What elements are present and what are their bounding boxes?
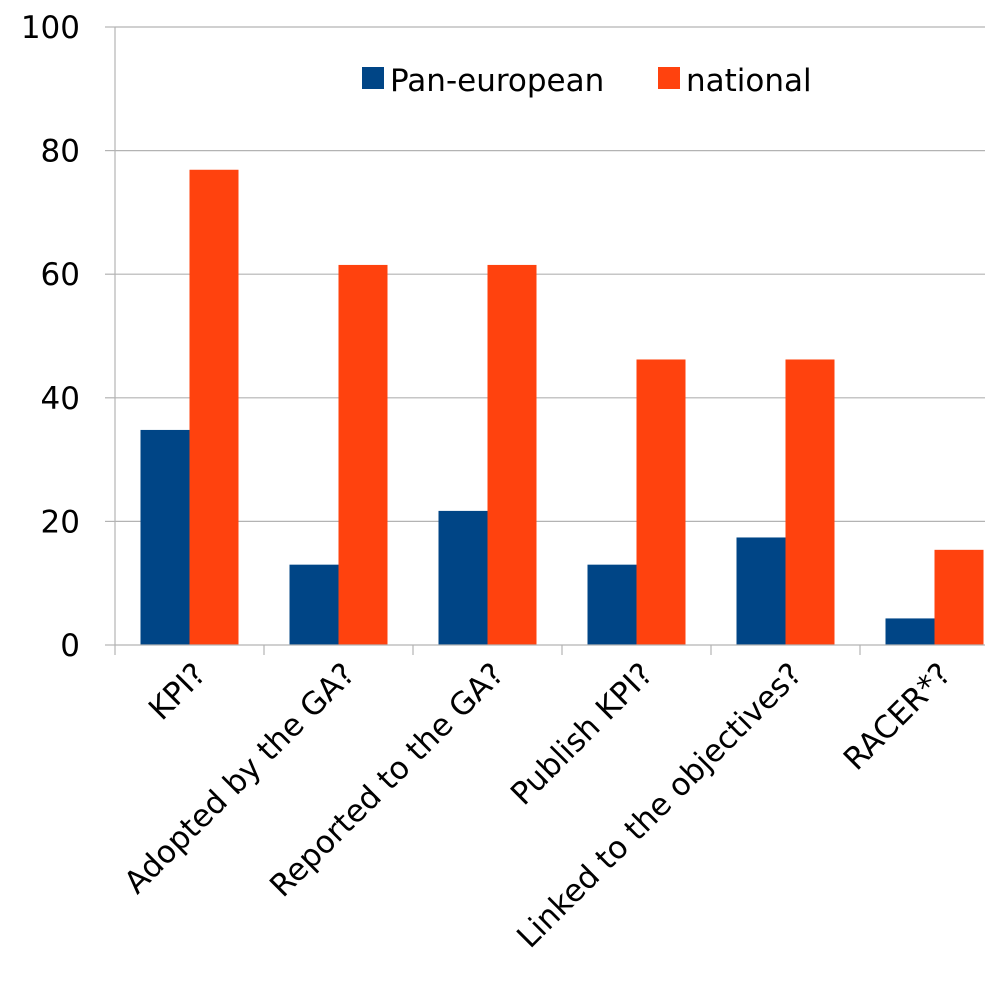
legend-swatch-pan-european — [362, 67, 384, 89]
y-tick-label: 40 — [41, 381, 80, 417]
y-tick-label: 0 — [60, 628, 80, 664]
y-tick-label: 20 — [41, 504, 80, 540]
bar-pan-european — [438, 510, 488, 645]
bar-pan-european — [736, 537, 786, 645]
bar-national — [785, 359, 835, 645]
bar-national — [487, 264, 537, 645]
bar-national — [338, 264, 388, 645]
legend-label-national: national — [686, 63, 812, 99]
bar-pan-european — [587, 564, 637, 645]
x-tick-label: RACER*? — [837, 656, 958, 777]
bar-pan-european — [289, 564, 339, 645]
x-tick-label: KPI? — [142, 656, 213, 727]
bars — [140, 169, 984, 645]
bar-national — [934, 549, 984, 645]
legend-swatch-national — [658, 67, 680, 89]
legend: Pan-european national — [362, 63, 812, 99]
legend-label-pan-european: Pan-european — [390, 63, 604, 99]
x-tick-label: Publish KPI? — [504, 656, 660, 812]
y-tick-labels: 0 20 40 60 80 100 — [21, 10, 80, 664]
bar-national — [189, 169, 239, 645]
x-tick-label: Linked to the objectives? — [510, 656, 809, 955]
bar-national — [636, 359, 686, 645]
x-tick-labels: KPI?Adopted by the GA?Reported to the GA… — [117, 656, 958, 955]
y-tick-label: 60 — [41, 257, 80, 293]
axes — [114, 27, 985, 655]
gridlines — [105, 26, 985, 646]
bar-pan-european — [885, 618, 935, 645]
y-tick-label: 100 — [21, 10, 80, 46]
bar-pan-european — [140, 429, 190, 645]
y-tick-label: 80 — [41, 134, 80, 170]
